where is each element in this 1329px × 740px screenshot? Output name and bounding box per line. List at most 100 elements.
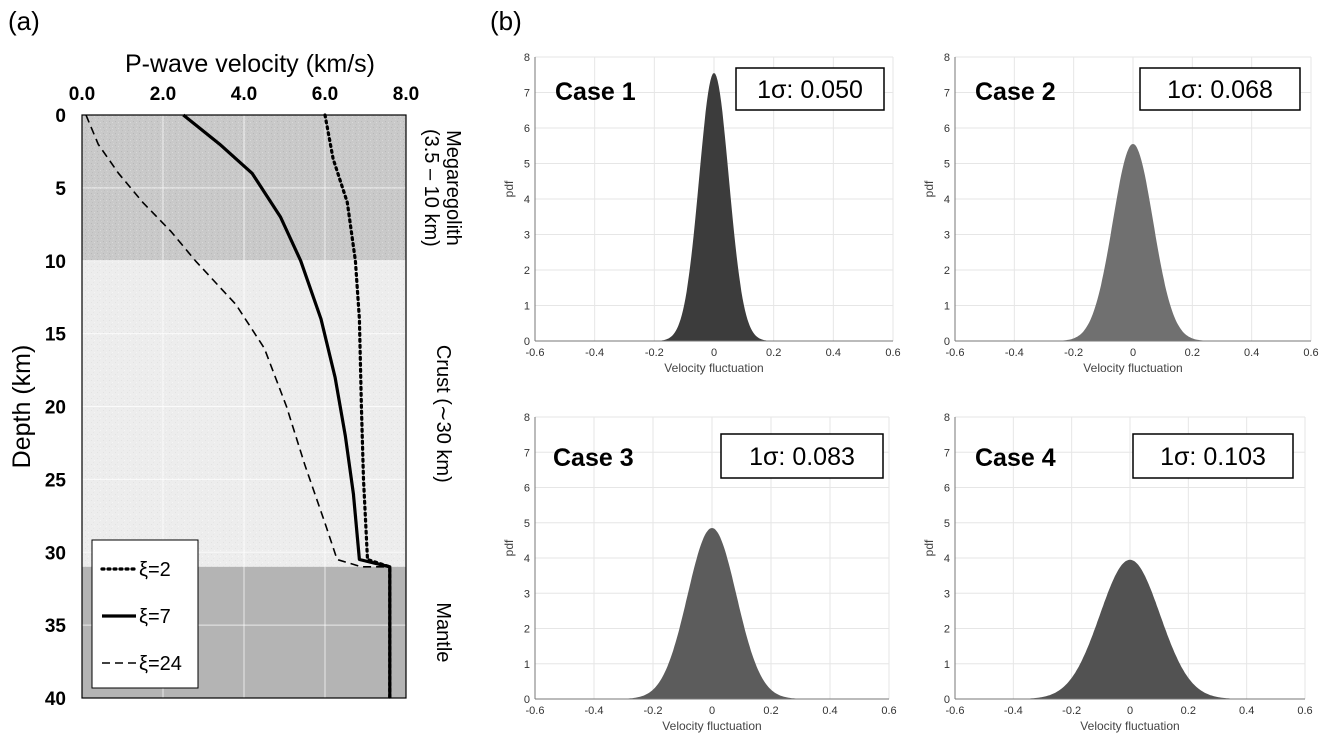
x-tick-label: 0.0: [69, 84, 95, 105]
y-tick-label: 4: [944, 553, 950, 565]
y-tick-label: 2: [944, 624, 950, 636]
y-axis-title: pdf: [502, 180, 516, 197]
y-tick-label: 15: [45, 325, 67, 346]
y-tick-label: 0: [944, 694, 950, 706]
y-tick-label: 6: [524, 483, 530, 495]
x-axis-title: Velocity fluctuation: [662, 719, 761, 733]
x-tick-label: 0.6: [1297, 705, 1312, 717]
case-title: Case 1: [555, 78, 636, 106]
x-tick-label: -0.2: [645, 347, 664, 359]
y-tick-label: 6: [944, 123, 950, 135]
pdf-area: [535, 73, 893, 341]
zone-label-line: (3.5 – 10 km): [420, 129, 442, 247]
y-tick-label: 2: [524, 624, 530, 636]
zone-label-crust: Crust (∼30 km): [432, 345, 454, 483]
x-tick-label: -0.4: [1004, 705, 1023, 717]
x-tick-label: -0.6: [526, 347, 545, 359]
x-tick-label: -0.6: [946, 705, 965, 717]
x-tick-label: -0.2: [644, 705, 663, 717]
x-tick-label: 8.0: [393, 84, 419, 105]
case-title: Case 3: [553, 444, 634, 472]
x-tick-label: 0.6: [1303, 347, 1318, 359]
y-tick-label: 3: [524, 588, 530, 600]
x-tick-label: -0.4: [585, 347, 604, 359]
x-tick-label: -0.2: [1062, 705, 1081, 717]
y-tick-label: 5: [524, 518, 530, 530]
sigma-box: [735, 67, 885, 111]
y-tick-label: 5: [944, 518, 950, 530]
sigma-label: 1σ: 0.103: [1160, 443, 1266, 471]
case-title: Case 4: [975, 444, 1056, 472]
pdf-panel-1: -0.6 -0.4 -0.2 0 0.2 0.4 0.6 0 1 2 3 4 5 6 7 8 Velocity …: [502, 52, 901, 375]
x-tick-label: 0: [709, 705, 715, 717]
case-title: Case 2: [975, 78, 1056, 106]
x-tick-label: 0.4: [822, 705, 837, 717]
x-tick-label: 6.0: [312, 84, 338, 105]
y-tick-label: 5: [944, 159, 950, 171]
y-tick-label: 5: [524, 159, 530, 171]
pdf-area: [955, 144, 1311, 341]
x-tick-label: 0.4: [1239, 705, 1254, 717]
x-tick-label: 0.6: [881, 705, 896, 717]
y-tick-label: 20: [45, 398, 66, 419]
y-tick-label: 7: [524, 88, 530, 100]
x-tick-label: -0.4: [1005, 347, 1024, 359]
x-tick-label: 0.2: [1185, 347, 1200, 359]
y-tick-label: 2: [944, 265, 950, 277]
x-tick-label: 0.2: [763, 705, 778, 717]
y-tick-label: 7: [944, 447, 950, 459]
pdf-area: [955, 559, 1305, 699]
panel-b-label: (b): [490, 6, 522, 36]
x-tick-label: 2.0: [150, 84, 176, 105]
x-tick-label: 0.2: [1181, 705, 1196, 717]
y-tick-label: 10: [45, 252, 66, 273]
y-tick-label: 4: [524, 194, 530, 206]
y-tick-label: 1: [524, 301, 530, 313]
series-line-1: [323, 113, 392, 700]
x-axis-title: P-wave velocity (km/s): [125, 50, 375, 78]
pdf-histograms: -0.6 -0.4 -0.2 0 0.2 0.4 0.6 0 1 2 3 4 5 6 7 8 Velocity …: [502, 52, 1319, 733]
x-tick-label: 0: [1127, 705, 1133, 717]
y-tick-label: 8: [524, 52, 530, 64]
y-tick-label: 8: [524, 412, 530, 424]
x-axis-title: Velocity fluctuation: [1083, 361, 1182, 375]
x-tick-label: 0.2: [766, 347, 781, 359]
y-tick-label: 7: [524, 447, 530, 459]
y-tick-label: 6: [944, 483, 950, 495]
legend-label: ξ=2: [139, 559, 171, 581]
y-axis-title: Depth (km): [8, 345, 36, 469]
sigma-box: [1132, 433, 1294, 479]
x-tick-label: 0: [711, 347, 717, 359]
sigma-label: 1σ: 0.068: [1167, 76, 1273, 104]
y-tick-label: 0: [524, 694, 530, 706]
pdf-panel-3: -0.6 -0.4 -0.2 0 0.2 0.4 0.6 0 1 2 3 4 5 6 7 8 Velocity …: [502, 412, 897, 733]
y-tick-label: 5: [55, 179, 66, 200]
y-axis-title: pdf: [922, 180, 936, 197]
y-tick-label: 7: [944, 88, 950, 100]
sigma-label: 1σ: 0.050: [757, 76, 863, 104]
x-tick-label: -0.6: [526, 705, 545, 717]
y-tick-label: 6: [524, 123, 530, 135]
x-tick-label: 0: [1130, 347, 1136, 359]
plot-frame: [81, 114, 407, 699]
x-tick-label: 4.0: [231, 84, 257, 105]
zone-label-megaregolith: Megaregolith(3.5 – 10 km): [420, 129, 464, 247]
x-tick-label: 0.6: [885, 347, 900, 359]
y-tick-label: 1: [524, 659, 530, 671]
y-tick-label: 3: [944, 588, 950, 600]
y-tick-label: 8: [944, 412, 950, 424]
y-tick-label: 0: [524, 336, 530, 348]
x-tick-label: 0.4: [1244, 347, 1259, 359]
x-tick-label: -0.4: [585, 705, 604, 717]
velocity-depth-plot: 0.0 2.0 4.0 6.0 8.0 0 5 10 15 20 25 30 35 40 P-wave ve…: [8, 50, 464, 710]
y-tick-label: 8: [944, 52, 950, 64]
zone-label-line: Megaregolith: [442, 130, 464, 246]
x-tick-label: 0.4: [826, 347, 841, 359]
pdf-panel-2: -0.6 -0.4 -0.2 0 0.2 0.4 0.6 0 1 2 3 4 5 6 7 8 Velocity …: [922, 52, 1319, 375]
x-tick-label: -0.2: [1064, 347, 1083, 359]
y-axis-title: pdf: [502, 539, 516, 556]
zone-label-line: Mantle: [432, 602, 454, 662]
pdf-area: [535, 528, 889, 699]
y-tick-label: 30: [45, 543, 66, 564]
